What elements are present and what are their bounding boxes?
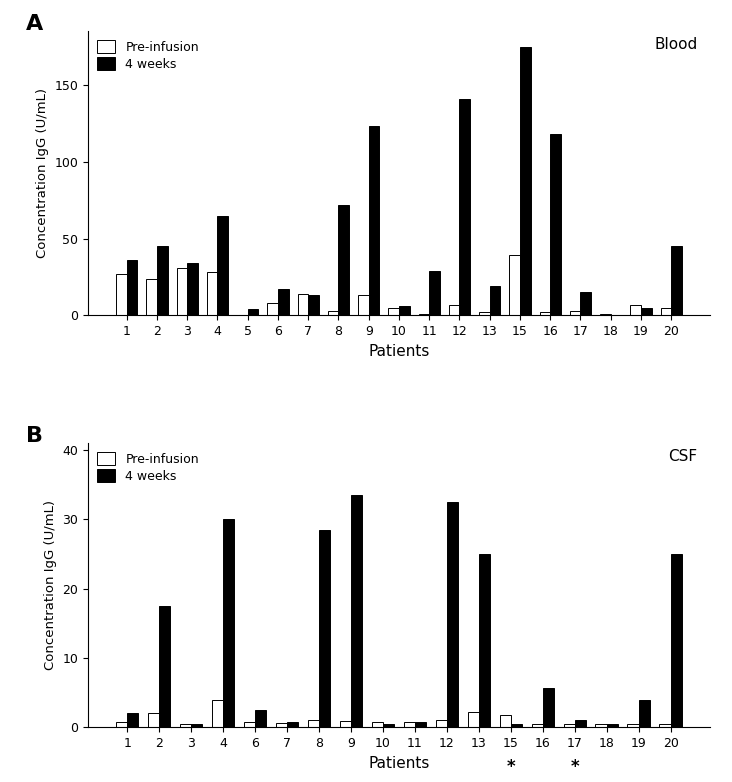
Bar — [247, 309, 258, 315]
Legend: Pre-infusion, 4 weeks: Pre-infusion, 4 weeks — [94, 450, 201, 486]
Y-axis label: Concentration IgG (U/mL): Concentration IgG (U/mL) — [44, 500, 56, 670]
Bar — [267, 303, 278, 315]
Bar — [429, 271, 440, 315]
Bar — [298, 294, 308, 315]
Bar — [217, 216, 228, 315]
Bar — [116, 274, 127, 315]
Bar — [146, 278, 157, 315]
Bar — [399, 306, 409, 315]
Bar — [660, 724, 671, 727]
Bar — [468, 712, 479, 727]
Bar — [223, 519, 234, 727]
Bar — [638, 700, 650, 727]
Bar — [531, 724, 542, 727]
Bar — [116, 723, 127, 727]
X-axis label: Patients: Patients — [368, 343, 430, 359]
Y-axis label: Concentration IgG (U/mL): Concentration IgG (U/mL) — [36, 88, 49, 258]
Bar — [127, 260, 138, 315]
Bar — [160, 606, 171, 727]
Bar — [627, 724, 638, 727]
Bar — [212, 700, 223, 727]
Bar — [308, 296, 318, 315]
Text: CSF: CSF — [668, 449, 698, 464]
Bar — [372, 722, 383, 727]
Bar — [127, 713, 138, 727]
Bar — [328, 310, 338, 315]
Bar — [404, 722, 415, 727]
Bar — [580, 292, 591, 315]
Bar — [479, 312, 490, 315]
Bar — [539, 312, 550, 315]
Bar — [569, 310, 580, 315]
Bar — [191, 724, 203, 727]
X-axis label: Patients: Patients — [368, 755, 430, 770]
Bar — [419, 314, 429, 315]
Bar — [319, 529, 330, 727]
Bar — [600, 314, 610, 315]
Bar — [520, 47, 531, 315]
Bar — [157, 246, 168, 315]
Bar — [278, 289, 288, 315]
Text: *: * — [507, 758, 515, 776]
Bar — [511, 724, 522, 727]
Bar — [383, 724, 394, 727]
Bar — [180, 724, 191, 727]
Text: Blood: Blood — [654, 37, 698, 52]
Bar — [276, 723, 287, 727]
Bar — [358, 296, 369, 315]
Bar — [308, 720, 319, 727]
Bar — [575, 720, 586, 727]
Bar — [509, 256, 520, 315]
Bar — [415, 723, 426, 727]
Bar — [207, 272, 217, 315]
Text: *: * — [570, 758, 579, 776]
Bar — [255, 710, 266, 727]
Bar — [460, 99, 470, 315]
Bar — [595, 724, 607, 727]
Bar — [671, 246, 681, 315]
Legend: Pre-infusion, 4 weeks: Pre-infusion, 4 weeks — [94, 38, 201, 74]
Bar — [630, 305, 641, 315]
Bar — [550, 135, 561, 315]
Bar — [641, 307, 651, 315]
Text: A: A — [26, 14, 43, 34]
Text: B: B — [26, 426, 42, 447]
Bar — [148, 713, 160, 727]
Bar — [607, 724, 618, 727]
Bar — [287, 722, 298, 727]
Bar — [176, 267, 187, 315]
Bar — [187, 264, 198, 315]
Bar — [449, 305, 460, 315]
Bar — [340, 721, 351, 727]
Bar — [564, 724, 575, 727]
Bar — [447, 502, 458, 727]
Bar — [351, 495, 362, 727]
Bar — [369, 127, 379, 315]
Bar — [660, 307, 671, 315]
Bar — [389, 307, 399, 315]
Bar — [542, 687, 554, 727]
Bar — [479, 554, 490, 727]
Bar — [671, 554, 681, 727]
Bar — [244, 723, 255, 727]
Bar — [490, 286, 500, 315]
Bar — [338, 205, 349, 315]
Bar — [436, 720, 447, 727]
Bar — [500, 715, 511, 727]
